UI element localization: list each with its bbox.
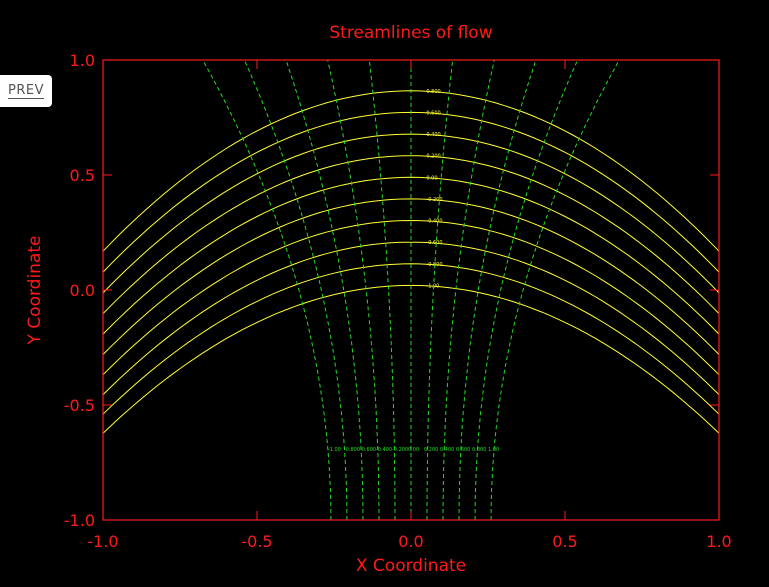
potential-line xyxy=(243,59,348,520)
streamline-level-label: 0.800 xyxy=(426,89,440,95)
streamline xyxy=(102,111,720,273)
x-tick-label: 0.5 xyxy=(552,532,577,551)
streamline-level-label: -0.400 xyxy=(426,219,442,225)
streamline-level-label: 0.400 xyxy=(426,132,440,138)
x-tick-label: -1.0 xyxy=(87,532,118,551)
streamline-level-label: -0.600 xyxy=(426,240,442,246)
streamline xyxy=(102,241,720,395)
potential-line xyxy=(442,59,495,520)
potential-level-label: 0.400 xyxy=(440,447,454,453)
prev-button-label: PREV xyxy=(8,83,44,99)
streamline xyxy=(102,198,720,355)
potential-level-label: 0.00 xyxy=(408,447,419,453)
axis-ticks: -1.0 -0.5 0.0 0.5 1.0 -1.0 -0.5 0.0 0.5 1.0 xyxy=(64,51,732,551)
potential-level-label: -0.200 xyxy=(392,447,408,453)
streamline-level-label: 0.00 xyxy=(426,175,437,181)
streamline-level-label: -0.200 xyxy=(426,197,442,203)
y-tick-label: -0.5 xyxy=(64,396,95,415)
streamline xyxy=(102,90,720,252)
potential-level-label: -0.400 xyxy=(376,447,392,453)
streamline-level-label: -1.00 xyxy=(426,283,439,289)
streamline xyxy=(102,176,720,335)
x-tick-label: 0.0 xyxy=(398,532,423,551)
potential-line xyxy=(202,59,332,520)
y-tick-label: -1.0 xyxy=(64,511,95,530)
x-tick-label: 1.0 xyxy=(706,532,731,551)
y-tick-label: 0.0 xyxy=(70,281,95,300)
streamline-level-label: 0.600 xyxy=(426,110,440,116)
potential-level-label: 0.800 xyxy=(472,447,486,453)
streamline xyxy=(102,263,720,415)
chart-title: Streamlines of flow xyxy=(329,23,492,43)
potential-level-label: 0.600 xyxy=(456,447,470,453)
potential-line xyxy=(285,59,364,521)
potential-line xyxy=(458,59,537,521)
potential-line xyxy=(490,59,620,520)
y-tick-label: 1.0 xyxy=(70,51,95,70)
y-tick-label: 0.5 xyxy=(70,166,95,185)
x-tick-label: -0.5 xyxy=(241,532,272,551)
streamline xyxy=(102,155,720,314)
potential-level-label: -1.00 xyxy=(328,447,341,453)
potential-level-label: 0.200 xyxy=(424,447,438,453)
potential-line xyxy=(474,59,579,520)
y-axis-label: Y Coordinate xyxy=(25,236,45,346)
potential-line xyxy=(327,59,380,520)
streamline-level-label: 0.200 xyxy=(426,154,440,160)
potential-level-label: -0.800 xyxy=(344,447,360,453)
streamline xyxy=(102,133,720,294)
prev-button[interactable]: PREV xyxy=(0,75,52,107)
potential-level-label: -0.600 xyxy=(360,447,376,453)
streamline xyxy=(102,219,720,376)
x-axis-label: X Coordinate xyxy=(356,556,466,576)
potential-level-label: 1.00 xyxy=(488,447,499,453)
phi-contours: -1.00 -0.800 -0.600 -0.400 -0.200 0.00 0.200 0.… xyxy=(202,59,620,521)
